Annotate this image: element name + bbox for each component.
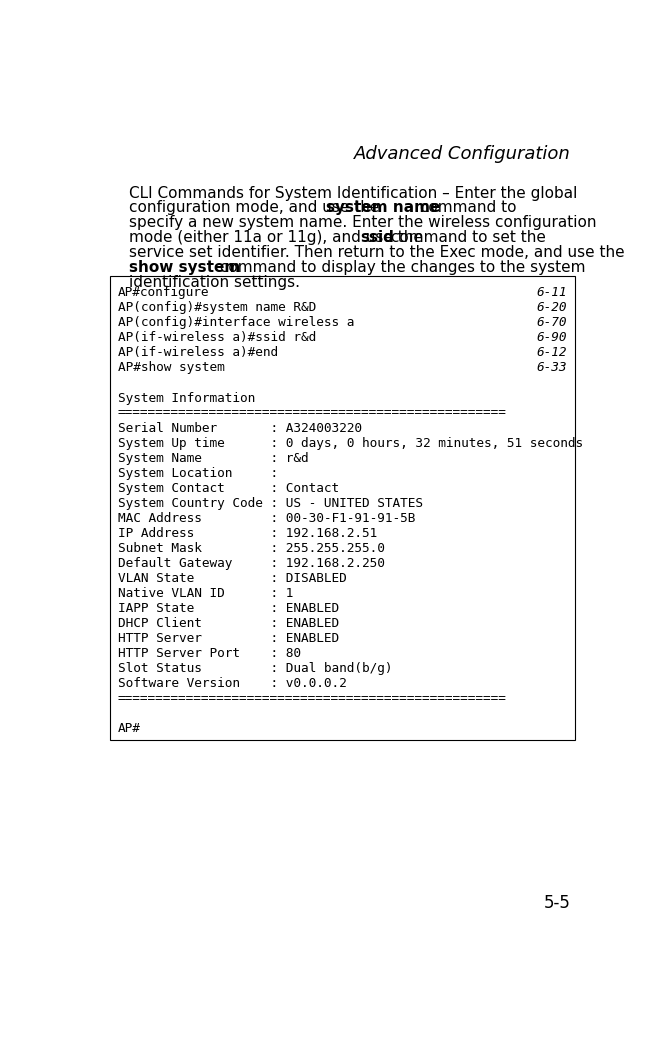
- Text: System Contact      : Contact: System Contact : Contact: [118, 482, 339, 494]
- Text: System Country Code : US - UNITED STATES: System Country Code : US - UNITED STATES: [118, 497, 422, 509]
- Text: MAC Address         : 00-30-F1-91-91-5B: MAC Address : 00-30-F1-91-91-5B: [118, 511, 415, 525]
- Text: HTTP Server Port    : 80: HTTP Server Port : 80: [118, 647, 301, 660]
- Text: configuration mode, and use the: configuration mode, and use the: [129, 200, 384, 216]
- Text: 6-33: 6-33: [537, 362, 567, 375]
- Text: System Name         : r&d: System Name : r&d: [118, 451, 308, 465]
- Text: 5-5: 5-5: [543, 893, 570, 912]
- Text: IAPP State          : ENABLED: IAPP State : ENABLED: [118, 602, 339, 614]
- Text: VLAN State          : DISABLED: VLAN State : DISABLED: [118, 571, 346, 585]
- Text: AP#show system: AP#show system: [118, 362, 225, 375]
- Text: command to set the: command to set the: [386, 230, 546, 245]
- Text: HTTP Server         : ENABLED: HTTP Server : ENABLED: [118, 632, 339, 645]
- Text: ===================================================: ========================================…: [118, 406, 507, 420]
- Text: AP(if-wireless a)#end: AP(if-wireless a)#end: [118, 346, 278, 360]
- Text: identification settings.: identification settings.: [129, 275, 300, 289]
- Text: System Up time      : 0 days, 0 hours, 32 minutes, 51 seconds: System Up time : 0 days, 0 hours, 32 min…: [118, 437, 583, 449]
- Text: command to display the changes to the system: command to display the changes to the sy…: [215, 260, 585, 275]
- Text: System Location     :: System Location :: [118, 467, 278, 480]
- Text: service set identifier. Then return to the Exec mode, and use the: service set identifier. Then return to t…: [129, 245, 624, 260]
- Text: 6-70: 6-70: [537, 317, 567, 329]
- Text: 6-12: 6-12: [537, 346, 567, 360]
- Text: IP Address          : 192.168.2.51: IP Address : 192.168.2.51: [118, 527, 377, 540]
- Text: Default Gateway     : 192.168.2.250: Default Gateway : 192.168.2.250: [118, 557, 384, 570]
- Text: AP(if-wireless a)#ssid r&d: AP(if-wireless a)#ssid r&d: [118, 331, 316, 344]
- Text: system name: system name: [327, 200, 441, 216]
- Text: CLI Commands for System Identification – Enter the global: CLI Commands for System Identification –…: [129, 185, 577, 201]
- Text: Subnet Mask         : 255.255.255.0: Subnet Mask : 255.255.255.0: [118, 542, 384, 554]
- Text: 6-90: 6-90: [537, 331, 567, 344]
- Text: show system: show system: [129, 260, 240, 275]
- Text: Software Version    : v0.0.0.2: Software Version : v0.0.0.2: [118, 676, 346, 690]
- Text: DHCP Client         : ENABLED: DHCP Client : ENABLED: [118, 616, 339, 630]
- Text: AP#configure: AP#configure: [118, 286, 210, 300]
- Text: 6-20: 6-20: [537, 302, 567, 315]
- Text: Native VLAN ID      : 1: Native VLAN ID : 1: [118, 587, 293, 600]
- Text: System Information: System Information: [118, 391, 255, 405]
- Text: ssid: ssid: [360, 230, 394, 245]
- Text: specify a new system name. Enter the wireless configuration: specify a new system name. Enter the wir…: [129, 216, 596, 230]
- Text: command to: command to: [415, 200, 516, 216]
- Text: Slot Status         : Dual band(b/g): Slot Status : Dual band(b/g): [118, 662, 392, 674]
- Text: Serial Number       : A324003220: Serial Number : A324003220: [118, 422, 362, 434]
- Text: Advanced Configuration: Advanced Configuration: [353, 145, 570, 163]
- Text: ===================================================: ========================================…: [118, 692, 507, 705]
- Text: AP(config)#interface wireless a: AP(config)#interface wireless a: [118, 317, 354, 329]
- Bar: [110, 276, 575, 740]
- Text: AP(config)#system name R&D: AP(config)#system name R&D: [118, 302, 316, 315]
- Text: 6-11: 6-11: [537, 286, 567, 300]
- Text: mode (either 11a or 11g), and use the: mode (either 11a or 11g), and use the: [129, 230, 427, 245]
- Text: AP#: AP#: [118, 722, 141, 735]
